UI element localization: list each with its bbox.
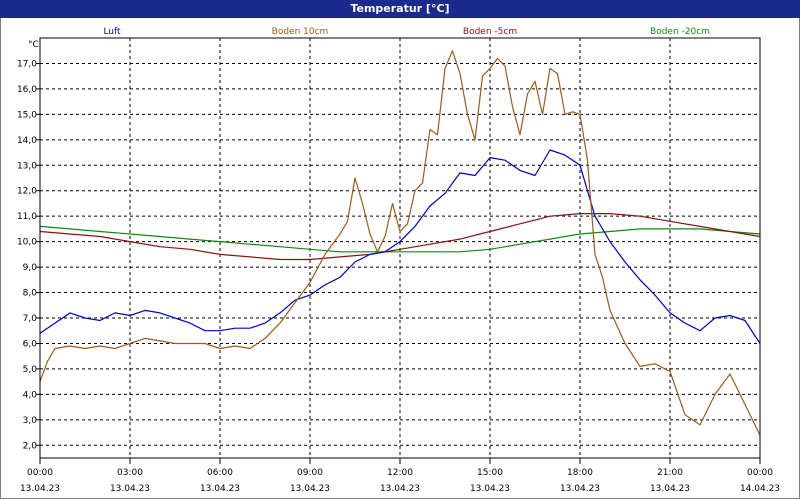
chart-title: Temperatur [°C] <box>0 0 800 18</box>
x-tick-time: 15:00 <box>477 468 503 478</box>
y-unit-label: °C <box>28 40 39 50</box>
x-tick-date: 13.04.23 <box>200 484 240 494</box>
y-tick-label: 17,0 <box>17 59 37 69</box>
x-tick-date: 13.04.23 <box>380 484 420 494</box>
x-tick-time: 18:00 <box>567 468 593 478</box>
series-line-boden-20cm <box>39 225 761 253</box>
series-line-luft <box>39 149 761 344</box>
y-tick-label: 9,0 <box>23 263 38 273</box>
x-tick-date: 13.04.23 <box>20 484 60 494</box>
legend-item: Boden 10cm <box>272 27 329 37</box>
x-tick-time: 00:00 <box>747 468 773 478</box>
x-tick-time: 09:00 <box>297 468 323 478</box>
x-tick-time: 12:00 <box>387 468 413 478</box>
legend: Luft Boden 10cm Boden -5cm Boden -20cm <box>103 27 710 37</box>
plot-frame <box>39 37 761 459</box>
y-tick-label: 3,0 <box>23 416 38 426</box>
y-tick-label: 4,0 <box>23 390 38 400</box>
x-tick-time: 06:00 <box>207 468 233 478</box>
y-tick-label: 12,0 <box>17 187 37 197</box>
series-line-boden-10cm <box>39 50 761 436</box>
y-tick-label: 10,0 <box>17 238 37 248</box>
legend-item: Boden -20cm <box>650 27 710 37</box>
grid <box>40 38 760 458</box>
x-tick-time: 03:00 <box>117 468 143 478</box>
y-tick-label: 11,0 <box>17 212 37 222</box>
x-axis: 00:00 13.04.23 03:00 13.04.23 06:00 13.04.23 0… <box>20 458 780 494</box>
y-tick-label: 13,0 <box>17 161 37 171</box>
x-tick-date: 13.04.23 <box>110 484 150 494</box>
series-line-boden-5cm <box>39 213 761 261</box>
y-tick-label: 16,0 <box>17 85 37 95</box>
x-tick-time: 00:00 <box>27 468 53 478</box>
legend-item: Boden -5cm <box>463 27 517 37</box>
temperature-chart: Luft Boden 10cm Boden -5cm Boden -20cm °C 2… <box>17 27 780 494</box>
y-tick-label: 2,0 <box>23 441 38 451</box>
y-tick-label: 6,0 <box>23 339 38 349</box>
x-tick-date: 13.04.23 <box>650 484 690 494</box>
x-tick-time: 21:00 <box>657 468 683 478</box>
legend-item: Luft <box>103 27 121 37</box>
y-axis: 2,0 3,0 4,0 5,0 6,0 7,0 8,0 9,0 10,0 11,0 12,0 13,0… <box>17 59 40 451</box>
x-tick-date: 13.04.23 <box>290 484 330 494</box>
series-group <box>39 50 761 436</box>
y-tick-label: 15,0 <box>17 110 37 120</box>
y-tick-label: 14,0 <box>17 136 37 146</box>
x-tick-date: 13.04.23 <box>470 484 510 494</box>
y-tick-label: 5,0 <box>23 365 38 375</box>
y-tick-label: 7,0 <box>23 314 38 324</box>
x-tick-date: 14.04.23 <box>740 484 780 494</box>
y-tick-label: 8,0 <box>23 289 38 299</box>
x-tick-date: 13.04.23 <box>560 484 600 494</box>
